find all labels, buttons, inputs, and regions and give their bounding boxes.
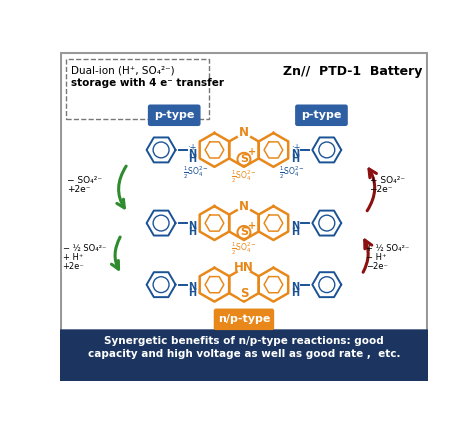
FancyArrowPatch shape: [367, 169, 377, 211]
Text: n/p-type: n/p-type: [218, 314, 270, 324]
FancyArrowPatch shape: [117, 166, 126, 208]
Text: N: N: [188, 282, 197, 292]
Text: p-type: p-type: [301, 110, 342, 120]
Text: Dual-ion (H⁺, SO₄²⁻): Dual-ion (H⁺, SO₄²⁻): [71, 65, 175, 75]
Text: Synergetic benefits of n/p-type reactions: good: Synergetic benefits of n/p-type reaction…: [104, 336, 384, 346]
Text: − H⁺: − H⁺: [367, 253, 387, 262]
Text: Zn//  PTD-1  Battery: Zn// PTD-1 Battery: [283, 65, 422, 78]
Text: + SO₄²⁻: + SO₄²⁻: [369, 176, 405, 185]
Text: $\frac{1}{2}$SO$_4^{2-}$: $\frac{1}{2}$SO$_4^{2-}$: [279, 165, 305, 181]
FancyBboxPatch shape: [66, 59, 209, 119]
Circle shape: [238, 261, 250, 274]
Circle shape: [239, 289, 249, 299]
FancyBboxPatch shape: [59, 329, 429, 382]
Text: H: H: [188, 288, 197, 298]
Text: N: N: [188, 220, 197, 231]
Text: capacity and high voltage as well as good rate ,  etc.: capacity and high voltage as well as goo…: [88, 348, 400, 359]
Text: −2e⁻: −2e⁻: [367, 262, 388, 271]
Text: +2e⁻: +2e⁻: [67, 185, 91, 194]
Text: +2e⁻: +2e⁻: [63, 262, 84, 271]
Text: +: +: [248, 220, 256, 231]
Text: +: +: [248, 148, 256, 158]
Text: ·+: ·+: [188, 143, 197, 152]
Circle shape: [238, 200, 250, 213]
Text: N: N: [291, 282, 300, 292]
Text: $\frac{1}{2}$SO$_4^{2-}$: $\frac{1}{2}$SO$_4^{2-}$: [231, 169, 257, 185]
Text: HN: HN: [234, 261, 254, 274]
Text: + H⁺: + H⁺: [63, 253, 83, 262]
Text: + ½ SO₄²⁻: + ½ SO₄²⁻: [367, 244, 410, 253]
FancyBboxPatch shape: [214, 309, 274, 330]
Text: N: N: [239, 127, 249, 140]
Text: N: N: [291, 220, 300, 231]
Text: storage with 4 e⁻ transfer: storage with 4 e⁻ transfer: [71, 77, 224, 88]
Text: p-type: p-type: [154, 110, 194, 120]
Text: ·+: ·+: [291, 143, 300, 152]
FancyArrowPatch shape: [111, 237, 120, 269]
Text: $\frac{1}{2}$SO$_4^{2-}$: $\frac{1}{2}$SO$_4^{2-}$: [183, 165, 208, 181]
Text: S: S: [240, 154, 248, 164]
Text: H: H: [188, 226, 197, 237]
Text: S: S: [240, 288, 248, 300]
Text: $\frac{1}{2}$SO$_4^{2-}$: $\frac{1}{2}$SO$_4^{2-}$: [231, 241, 257, 258]
FancyBboxPatch shape: [295, 104, 348, 126]
Text: − SO₄²⁻: − SO₄²⁻: [67, 176, 102, 185]
FancyBboxPatch shape: [148, 104, 200, 126]
Text: H: H: [291, 226, 300, 237]
Text: − ½ SO₄²⁻: − ½ SO₄²⁻: [63, 244, 106, 253]
Text: S: S: [240, 227, 248, 238]
FancyBboxPatch shape: [61, 53, 427, 379]
Text: N: N: [239, 199, 249, 213]
Text: H: H: [291, 154, 300, 164]
Text: H: H: [188, 154, 197, 164]
Text: H: H: [291, 288, 300, 298]
FancyArrowPatch shape: [363, 240, 372, 272]
Text: −2e⁻: −2e⁻: [369, 185, 393, 194]
Text: N: N: [291, 149, 300, 159]
Text: N: N: [188, 149, 197, 159]
Circle shape: [238, 127, 250, 140]
